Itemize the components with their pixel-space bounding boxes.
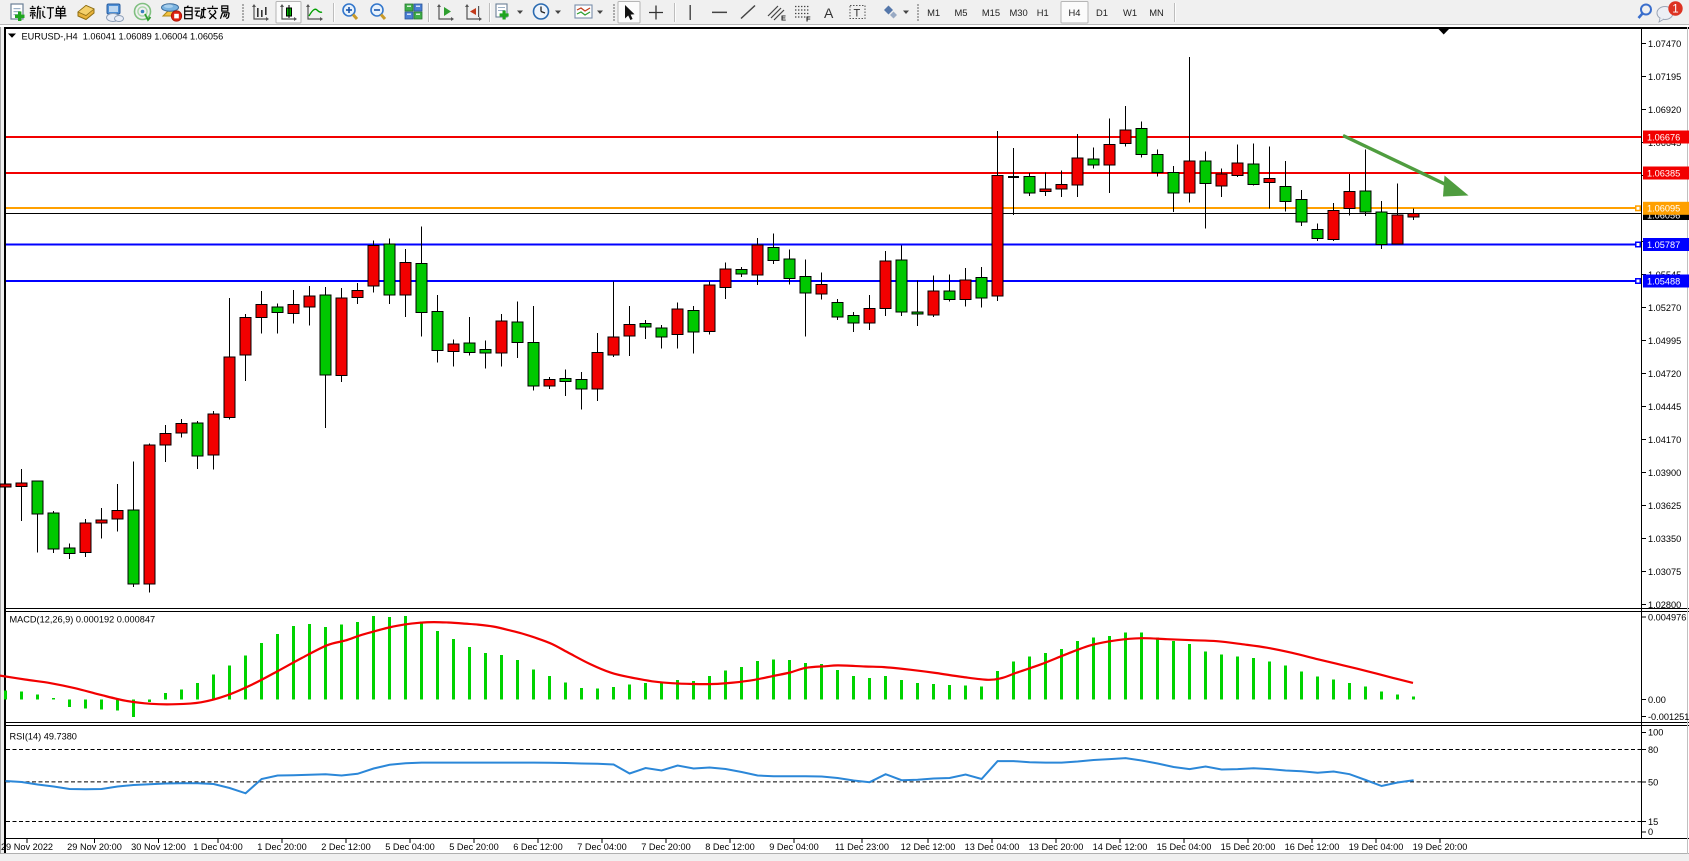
svg-text:W1: W1 [1123,7,1137,18]
svg-text:M30: M30 [1009,7,1027,18]
svg-text:50: 50 [1648,777,1658,787]
svg-text:D1: D1 [1096,7,1108,18]
svg-text:13 Dec 04:00: 13 Dec 04:00 [965,842,1020,852]
svg-text:1: 1 [1672,4,1678,16]
svg-text:13 Dec 20:00: 13 Dec 20:00 [1029,842,1084,852]
svg-text:0.004976: 0.004976 [1648,612,1686,622]
svg-text:A: A [824,5,834,21]
svg-text:H4: H4 [1069,7,1081,18]
svg-text:1.06056: 1.06056 [1647,210,1680,220]
svg-text:-0.001251: -0.001251 [1648,712,1689,722]
svg-text:RSI(14) 49.7380: RSI(14) 49.7380 [10,732,77,742]
svg-text:MACD(12,26,9) 0.000192 0.00084: MACD(12,26,9) 0.000192 0.000847 [10,615,156,625]
svg-text:15 Dec 04:00: 15 Dec 04:00 [1157,842,1212,852]
svg-text:0.00: 0.00 [1648,695,1666,705]
svg-text:6 Dec 12:00: 6 Dec 12:00 [513,842,563,852]
svg-text:29 Nov 20:00: 29 Nov 20:00 [67,842,122,852]
svg-text:F: F [806,15,811,24]
svg-text:100: 100 [1648,728,1663,738]
svg-text:11 Dec 23:00: 11 Dec 23:00 [835,842,889,852]
svg-text:1.03900: 1.03900 [1648,468,1681,478]
svg-text:1.02800: 1.02800 [1648,600,1681,610]
svg-text:MN: MN [1149,7,1164,18]
svg-text:7 Dec 20:00: 7 Dec 20:00 [641,842,691,852]
svg-text:1 Dec 20:00: 1 Dec 20:00 [257,842,307,852]
svg-text:1.06920: 1.06920 [1648,105,1681,115]
svg-text:0: 0 [1648,827,1653,837]
svg-text:1.04995: 1.04995 [1648,336,1681,346]
svg-text:19 Dec 04:00: 19 Dec 04:00 [1349,842,1404,852]
svg-text:16 Dec 12:00: 16 Dec 12:00 [1285,842,1340,852]
svg-text:7 Dec 04:00: 7 Dec 04:00 [577,842,627,852]
svg-text:1.05787: 1.05787 [1647,240,1680,250]
svg-text:T: T [854,8,861,20]
svg-text:1.03625: 1.03625 [1648,501,1681,511]
svg-text:1 Dec 04:00: 1 Dec 04:00 [193,842,243,852]
svg-text:1.06095: 1.06095 [1647,204,1680,214]
svg-text:M5: M5 [954,7,967,18]
svg-text:1.04170: 1.04170 [1648,435,1681,445]
svg-text:29 Nov 2022: 29 Nov 2022 [1,842,53,852]
svg-text:1.05488: 1.05488 [1647,276,1680,286]
svg-text:1.05270: 1.05270 [1648,303,1681,313]
svg-text:1.03075: 1.03075 [1648,567,1681,577]
svg-text:H1: H1 [1037,7,1049,18]
svg-text:12 Dec 12:00: 12 Dec 12:00 [901,842,956,852]
svg-text:5 Dec 04:00: 5 Dec 04:00 [385,842,435,852]
svg-text:80: 80 [1648,745,1658,755]
svg-text:8 Dec 12:00: 8 Dec 12:00 [705,842,755,852]
svg-text:1.03350: 1.03350 [1648,534,1681,544]
svg-text:EURUSD-,H4 1.06041 1.06089 1.: EURUSD-,H4 1.06041 1.06089 1.06004 1.060… [22,32,224,42]
svg-text:1.06676: 1.06676 [1647,132,1680,142]
svg-text:M1: M1 [927,7,940,18]
svg-text:5 Dec 20:00: 5 Dec 20:00 [449,842,499,852]
svg-text:14 Dec 12:00: 14 Dec 12:00 [1093,842,1148,852]
svg-text:15: 15 [1648,817,1658,827]
svg-text:E: E [781,14,786,23]
svg-text:9 Dec 04:00: 9 Dec 04:00 [769,842,819,852]
svg-text:1.04720: 1.04720 [1648,369,1681,379]
svg-text:1.06385: 1.06385 [1647,168,1680,178]
svg-text:1.04445: 1.04445 [1648,402,1681,412]
svg-text:15 Dec 20:00: 15 Dec 20:00 [1221,842,1276,852]
svg-text:30 Nov 12:00: 30 Nov 12:00 [131,842,186,852]
svg-text:19 Dec 20:00: 19 Dec 20:00 [1413,842,1468,852]
svg-text:1.07470: 1.07470 [1648,39,1681,49]
svg-text:2 Dec 12:00: 2 Dec 12:00 [321,842,371,852]
svg-text:M15: M15 [982,7,1000,18]
svg-text:1.07195: 1.07195 [1648,72,1681,82]
